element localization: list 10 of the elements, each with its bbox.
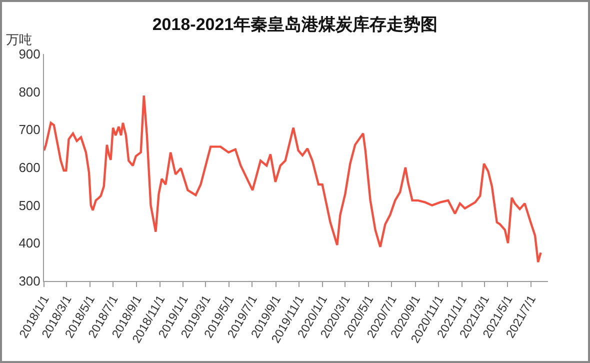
y-axis-title: 万吨 (6, 32, 32, 47)
line-series (44, 94, 542, 264)
chart-title: 2018-2021年秦皇岛港煤炭库存走势图 (152, 15, 438, 34)
y-tick-label: 300 (18, 274, 40, 289)
y-tick-label: 900 (18, 46, 40, 62)
y-tick-label: 500 (18, 198, 40, 213)
y-tick-label: 700 (18, 122, 40, 138)
y-tick-label: 600 (18, 160, 40, 176)
y-tick-label: 400 (18, 236, 40, 251)
y-tick-label: 800 (18, 84, 40, 100)
